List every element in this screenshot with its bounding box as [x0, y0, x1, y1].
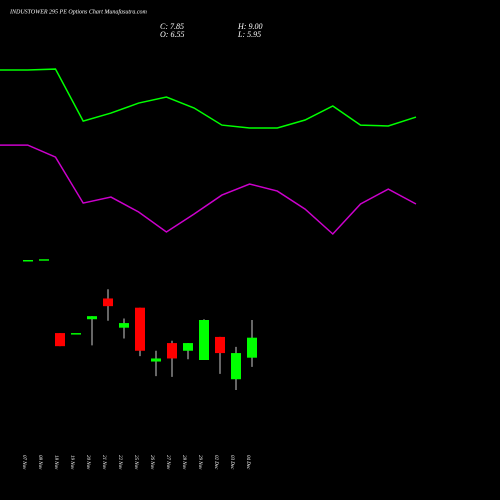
- candle-body: [247, 337, 257, 358]
- candle-body: [119, 323, 129, 328]
- candle-body: [167, 343, 177, 359]
- candle-body: [71, 333, 81, 335]
- line-series: [0, 144, 417, 236]
- x-tick-label: 18 Nov: [53, 455, 58, 470]
- candle-body: [199, 320, 209, 360]
- open-label: O: 6.55: [160, 30, 184, 39]
- low-label: L: 5.95: [237, 30, 261, 39]
- candle-body: [23, 260, 33, 262]
- x-tick-label: 27 Nov: [165, 455, 170, 470]
- candle-body: [103, 298, 113, 307]
- candle-body: [151, 358, 161, 362]
- x-tick-label: 08 Nov: [37, 455, 42, 470]
- candle-body: [55, 333, 65, 347]
- candle-body: [183, 343, 193, 351]
- chart-title: INDUSTOWER 295 PE Options Chart Munafasu…: [9, 8, 148, 15]
- x-tick-label: 25 Nov: [133, 455, 138, 470]
- x-tick-label: 19 Nov: [69, 455, 74, 470]
- x-tick-label: 28 Nov: [181, 455, 186, 470]
- x-tick-label: 22 Nov: [117, 455, 122, 470]
- candle-body: [135, 307, 145, 351]
- x-tick-label: 21 Nov: [101, 455, 106, 470]
- x-tick-label: 29 Nov: [197, 455, 202, 470]
- candle-body: [87, 316, 97, 320]
- x-tick-label: 07 Nov: [21, 455, 26, 470]
- close-label: C: 7.85: [160, 22, 184, 31]
- x-tick-label: 26 Nov: [149, 455, 154, 470]
- x-tick-label: 20 Nov: [85, 455, 90, 470]
- x-tick-label: 03 Dec: [229, 455, 234, 470]
- line-series: [0, 68, 417, 129]
- candle-body: [231, 353, 241, 380]
- candle-body: [215, 336, 225, 354]
- x-tick-label: 04 Dec: [245, 455, 250, 470]
- x-tick-label: 02 Dec: [213, 455, 218, 470]
- candle-body: [39, 259, 49, 261]
- high-label: H: 9.00: [237, 22, 262, 31]
